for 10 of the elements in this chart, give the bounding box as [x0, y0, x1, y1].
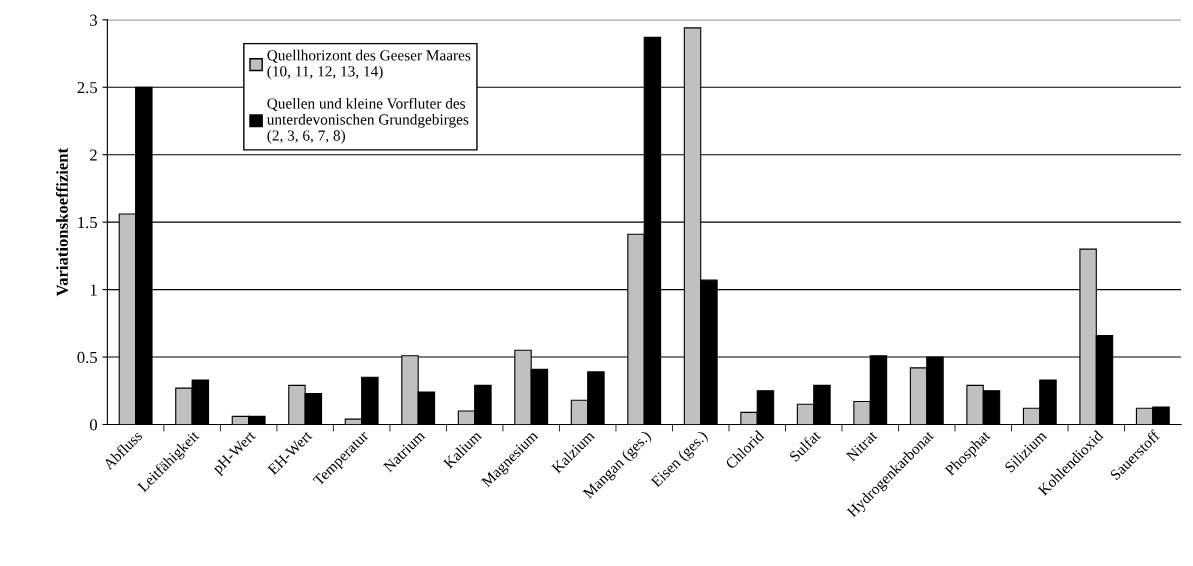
y-tick-label: 0.5 — [77, 351, 97, 364]
y-axis-title: Variationskoeffizient — [55, 148, 68, 297]
y-tick-label: 1.5 — [78, 216, 97, 229]
y-tick-label: 2 — [90, 149, 97, 161]
legend-label: Quellhorizont des Geeser Maares (10, 11, 12, 13, 14) — [267, 49, 471, 80]
legend-label: Quellen und kleine Vorfluter des unterdevonischen Grundgebirges (2, 3, 6, 7, 8) — [266, 97, 469, 144]
y-tick-label: 3 — [90, 14, 97, 26]
y-tick-label: 0 — [89, 419, 98, 431]
y-tick-label: 2.5 — [77, 82, 97, 94]
y-tick-label: 1 — [90, 284, 97, 296]
